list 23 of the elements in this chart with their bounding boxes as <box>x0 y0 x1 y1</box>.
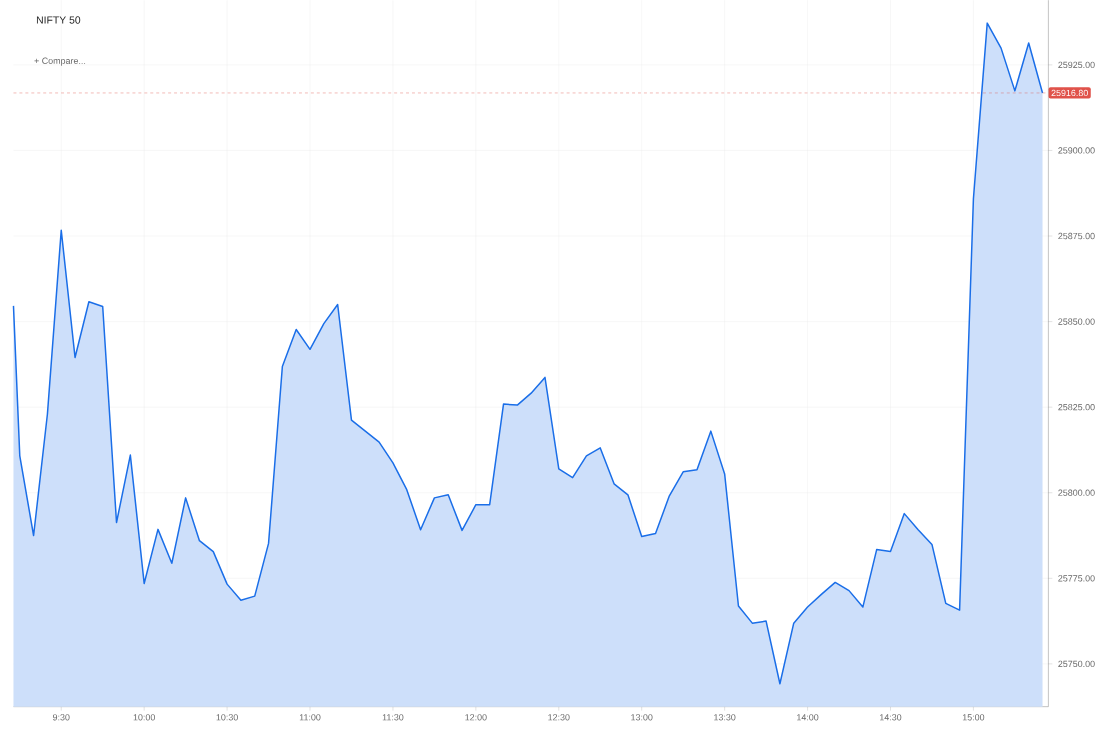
x-tick-label: 13:00 <box>631 713 653 721</box>
x-tick-label: 14:30 <box>880 713 902 721</box>
y-tick-label: 25825.00 <box>1058 403 1095 411</box>
x-tick-label: 13:30 <box>714 713 736 721</box>
x-tick-label: 9:30 <box>52 713 70 721</box>
y-tick-label: 25875.00 <box>1058 232 1095 239</box>
y-tick-label: 25925.00 <box>1058 61 1095 68</box>
x-tick-label: 15:00 <box>962 713 985 721</box>
text: NIFTY 50 <box>36 16 81 24</box>
x-tick-label: 10:30 <box>216 713 238 721</box>
y-tick-label: 25775.00 <box>1058 574 1095 582</box>
x-tick-label: 11:00 <box>299 713 321 721</box>
x-tick-label: 11:30 <box>382 713 404 721</box>
y-tick-label: 25800.00 <box>1058 489 1095 496</box>
y-tick-label: 25850.00 <box>1058 318 1095 325</box>
x-tick-label: 12:00 <box>465 713 487 721</box>
x-tick-label: 14:00 <box>797 713 819 721</box>
x-tick-label: 12:30 <box>548 713 570 721</box>
annotation: + Compare... <box>34 57 86 66</box>
y-tick-label: 25900.00 <box>1058 147 1095 154</box>
x-tick-label: 10:00 <box>133 713 155 721</box>
y-tick-label: 25750.00 <box>1058 660 1095 667</box>
ref-line-label: 25916.80 <box>1051 89 1088 96</box>
